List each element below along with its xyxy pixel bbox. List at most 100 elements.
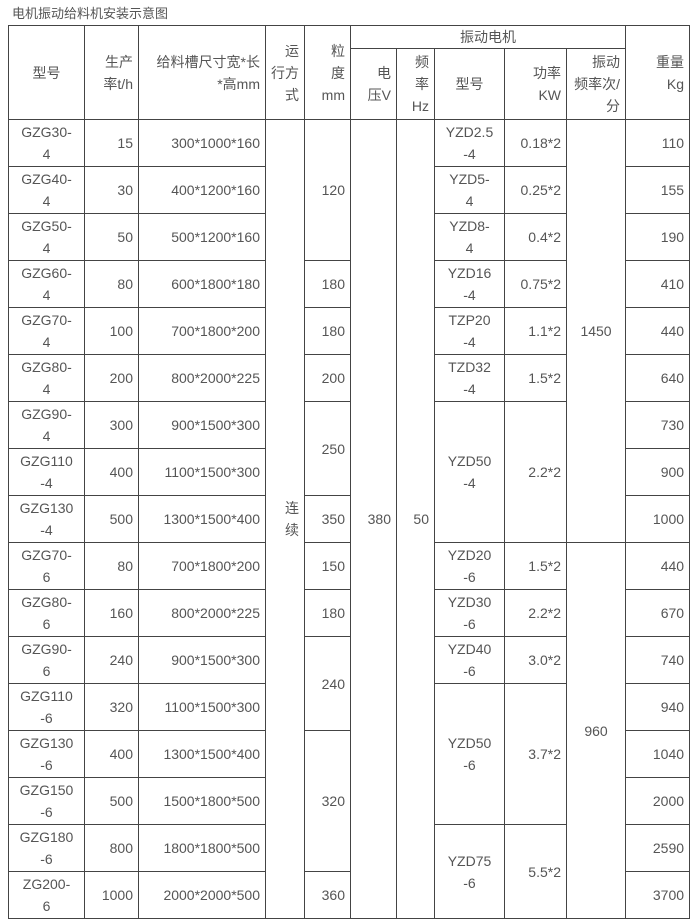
motor-model-cell: TZP20 -4 [434,307,505,355]
power-cell: 3.7*2 [504,683,567,825]
table-row: GZG90- 4 300 900*1500*300 250 YZD50 -4 2.2*2 7… [8,401,691,543]
trough-size-cell: 700*1800*200 [138,307,266,355]
capacity-cell: 30 [84,166,139,214]
trough-size-cell: 1100*1500*300 [138,448,266,496]
motor-model-cell: YZD20 -6 [434,542,505,590]
model-cell: GZG50- 4 [8,213,85,261]
granularity-cell: 120 [304,119,351,261]
model-cell: GZG180 -6 [8,824,85,872]
model-cell: GZG40- 4 [8,166,85,214]
granularity-cell: 360 [304,871,351,919]
weight-cell: 110 [625,119,691,167]
table-row: GZG130 -4 500 1300*1500*400 350 1000 [8,495,691,543]
weight-cell: 440 [625,307,691,355]
table-row: GZG90- 6 240 900*1500*300 240 YZD40 -6 3.0*2 7… [8,636,691,731]
capacity-cell: 80 [84,542,139,590]
model-cell: GZG110 -4 [8,448,85,496]
model-cell: GZG70- 4 [8,307,85,355]
weight-cell: 740 [625,636,691,684]
header-weight: 重量 Kg [625,25,691,120]
capacity-cell: 80 [84,260,139,308]
capacity-cell: 100 [84,307,139,355]
header-motor-group: 振动电机 [349,25,627,49]
model-cell: GZG30- 4 [8,119,85,167]
trough-size-cell: 1300*1500*400 [138,495,266,543]
weight-cell: 2590 [625,824,691,872]
model-cell: GZG130 -4 [8,495,85,543]
header-operation: 运 行方 式 [265,25,305,120]
model-cell: GZG60- 4 [8,260,85,308]
capacity-cell: 400 [84,730,139,778]
weight-cell: 2000 [625,777,691,825]
motor-model-cell: YZD16 -4 [434,260,505,308]
frequency-cell: 50 [396,119,435,919]
granularity-cell: 200 [304,354,351,402]
page-title: 电机振动给料机安装示意图 [12,6,169,21]
granularity-cell: 180 [304,589,351,637]
weight-cell: 1000 [625,495,691,543]
weight-cell: 900 [625,448,691,496]
weight-cell: 190 [625,213,691,261]
granularity-cell: 320 [304,730,351,872]
weight-cell: 155 [625,166,691,214]
trough-size-cell: 1500*1800*500 [138,777,266,825]
capacity-cell: 500 [84,777,139,825]
vib-freq-cell: 960 [565,542,627,919]
power-cell: 5.5*2 [504,824,567,919]
motor-model-cell: YZD50 -6 [434,683,505,825]
motor-model-cell: YZD40 -6 [434,636,505,684]
weight-cell: 3700 [625,871,691,919]
operation-cell: 连 续 [265,119,305,919]
motor-model-cell: YZD2.5 -4 [434,119,505,167]
motor-model-cell: YZD50 -4 [434,401,505,543]
table-row: GZG150 -6 500 1500*1800*500 2000 [8,777,691,825]
granularity-cell: 350 [304,495,351,543]
power-cell: 1.5*2 [504,542,567,590]
spec-table: 型号 生产 率t/h 给料槽尺寸宽*长 *高mm 运 行方 式 粒 度mm 振动… [8,25,691,919]
granularity-cell: 180 [304,260,351,308]
motor-model-cell: YZD30 -6 [434,589,505,637]
granularity-cell: 150 [304,542,351,590]
table-row: GZG40- 4 30 400*1200*160 YZD5- 4 0.25*2 155 [8,166,691,214]
trough-size-cell: 1800*1800*500 [138,824,266,872]
table-row: ZG200- 6 1000 2000*2000*500 360 3700 [8,871,691,919]
header-frequency: 频 率Hz [396,48,435,120]
motor-model-cell: TZD32 -4 [434,354,505,402]
capacity-cell: 500 [84,495,139,543]
model-cell: GZG110 -6 [8,683,85,731]
weight-cell: 730 [625,401,691,449]
trough-size-cell: 700*1800*200 [138,542,266,590]
table-row: GZG70- 4 100 700*1800*200 180 TZP20 -4 1.1*2 4… [8,307,691,355]
model-cell: GZG90- 4 [8,401,85,449]
motor-model-cell: YZD75 -6 [434,824,505,919]
trough-size-cell: 900*1500*300 [138,401,266,449]
capacity-cell: 160 [84,589,139,637]
capacity-cell: 400 [84,448,139,496]
model-cell: ZG200- 6 [8,871,85,919]
capacity-cell: 1000 [84,871,139,919]
header-trough-size: 给料槽尺寸宽*长 *高mm [138,25,266,120]
capacity-cell: 15 [84,119,139,167]
power-cell: 0.18*2 [504,119,567,167]
header-vib-freq: 振动 频率次/ 分 [565,48,627,120]
weight-cell: 670 [625,589,691,637]
table-row: GZG130 -6 400 1300*1500*400 320 1040 [8,730,691,872]
capacity-cell: 50 [84,213,139,261]
weight-cell: 640 [625,354,691,402]
trough-size-cell: 600*1800*180 [138,260,266,308]
granularity-cell: 180 [304,307,351,355]
trough-size-cell: 2000*2000*500 [138,871,266,919]
header-motor-model: 型号 [434,48,505,120]
capacity-cell: 320 [84,683,139,731]
power-cell: 3.0*2 [504,636,567,684]
header-model: 型号 [8,25,85,120]
power-cell: 2.2*2 [504,401,567,543]
table-row: GZG80- 6 160 800*2000*225 180 YZD30 -6 2.2*2 6… [8,589,691,637]
header-granularity: 粒 度mm [304,25,351,120]
vib-freq-cell: 1450 [565,119,627,543]
power-cell: 0.25*2 [504,166,567,214]
weight-cell: 940 [625,683,691,731]
capacity-cell: 200 [84,354,139,402]
model-cell: GZG80- 4 [8,354,85,402]
capacity-cell: 800 [84,824,139,872]
